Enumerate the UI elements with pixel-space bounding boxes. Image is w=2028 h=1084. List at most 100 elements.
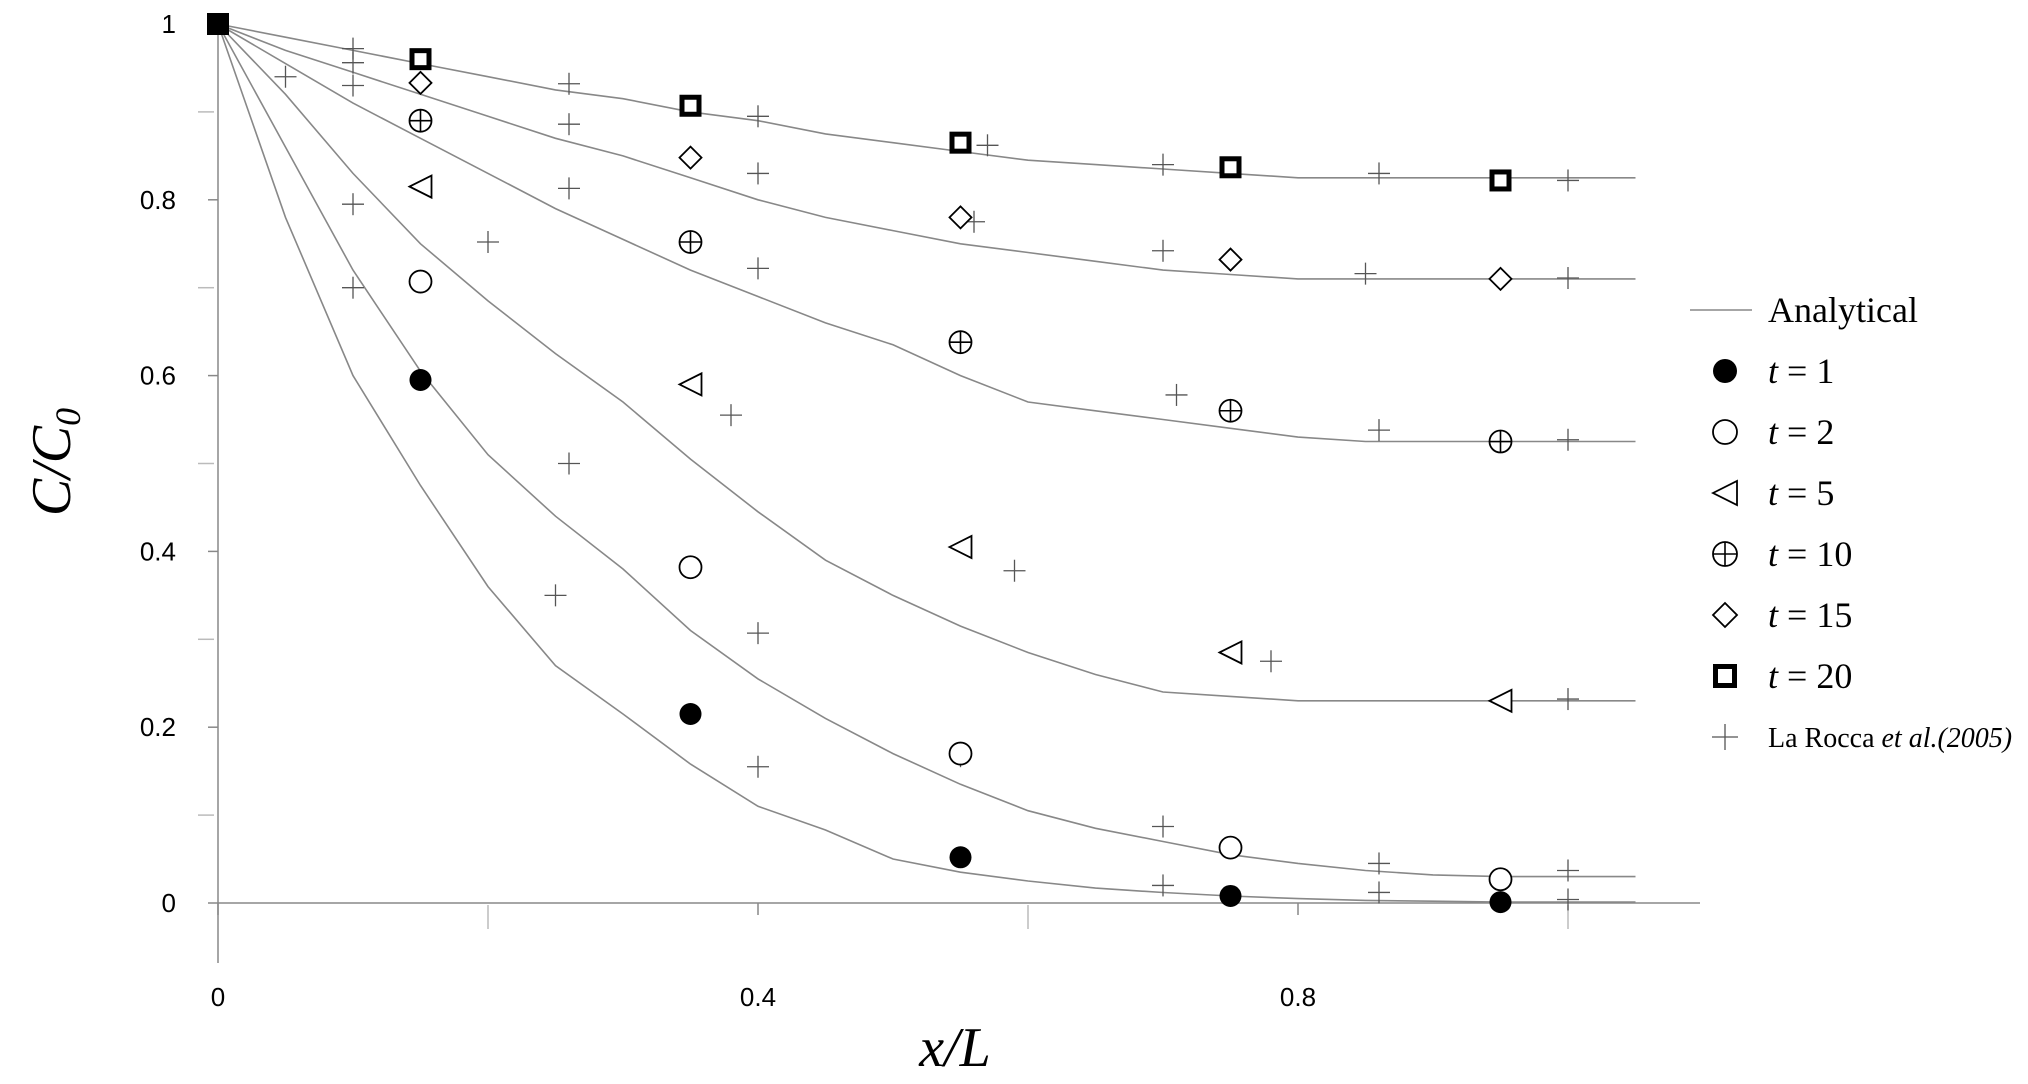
legend-label-open-circle: t = 2 xyxy=(1768,412,1834,452)
marker-open-circle xyxy=(678,555,703,580)
marker-plus xyxy=(558,113,580,136)
y-axis-title: C/C0 xyxy=(21,408,88,516)
legend-label-analytical: Analytical xyxy=(1768,290,1918,330)
y-tick-label: 0.2 xyxy=(140,712,176,742)
legend: Analytical t = 1 t = 2 t = 5 t = 10 t = 15 t =… xyxy=(1690,290,2012,754)
marker-plus xyxy=(342,74,364,97)
marker-plus xyxy=(720,404,742,427)
marker-bold-square xyxy=(1219,156,1242,179)
marker-plus xyxy=(1152,239,1174,262)
x-tick-label: 0 xyxy=(211,982,225,1012)
x-tick-label: 0.4 xyxy=(740,982,776,1012)
marker-plus xyxy=(1557,888,1579,911)
marker-filled-circle xyxy=(679,703,702,726)
marker-plus xyxy=(747,622,769,645)
marker-plus xyxy=(1557,267,1579,290)
marker-plus xyxy=(1152,874,1174,897)
marker-plus xyxy=(477,230,499,253)
marker-open-circle xyxy=(408,269,433,294)
marker-plus xyxy=(1368,419,1390,442)
marker-plus xyxy=(274,65,297,88)
reference-markers xyxy=(274,37,1579,911)
marker-plus xyxy=(747,257,769,280)
marker-diamond xyxy=(678,145,703,170)
marker-plus xyxy=(342,37,364,60)
marker-circle-plus xyxy=(408,108,433,133)
marker-plus xyxy=(976,134,999,157)
marker-plus xyxy=(1368,162,1390,185)
legend-label-reference: La Rocca et al.(2005) xyxy=(1768,723,2012,754)
marker-plus xyxy=(1712,724,1738,750)
marker-plus xyxy=(1557,688,1579,711)
analytical-line xyxy=(217,23,1636,702)
marker-origin xyxy=(207,13,229,35)
marker-filled-circle xyxy=(409,368,432,391)
y-tick-label: 1 xyxy=(162,9,176,39)
analytical-curves xyxy=(217,23,1636,903)
marker-triangle-left xyxy=(947,534,973,560)
x-tick-label: 0.8 xyxy=(1280,982,1316,1012)
y-tick-label: 0 xyxy=(162,888,176,918)
axes: 0 0.2 0.4 0.6 0.8 1 0 0.4 0.8 xyxy=(140,9,1700,1012)
marker-triangle-left xyxy=(407,174,433,200)
marker-plus xyxy=(747,162,769,185)
marker-plus xyxy=(1354,262,1377,285)
marker-filled-circle xyxy=(1489,891,1512,914)
marker-bold-square xyxy=(679,94,702,117)
marker-plus xyxy=(1557,169,1579,192)
marker-open-circle xyxy=(948,741,973,766)
marker-triangle-left xyxy=(1217,640,1243,665)
marker-plus xyxy=(342,193,364,216)
marker-plus xyxy=(558,72,580,95)
marker-filled-circle xyxy=(1713,359,1737,383)
marker-diamond xyxy=(1218,247,1243,272)
marker-plus xyxy=(1152,815,1174,838)
marker-plus xyxy=(1368,852,1390,875)
marker-diamond xyxy=(408,70,433,96)
marker-bold-square xyxy=(409,48,432,71)
marker-plus xyxy=(558,452,580,475)
y-tick-label: 0.6 xyxy=(140,361,176,391)
marker-plus xyxy=(1557,428,1579,451)
marker-open-circle xyxy=(1712,419,1738,445)
data-markers xyxy=(207,13,1513,914)
marker-plus xyxy=(1152,153,1174,176)
marker-triangle-left xyxy=(677,371,703,397)
marker-circle-plus xyxy=(678,230,703,254)
marker-triangle-left xyxy=(1710,479,1738,507)
analytical-line xyxy=(217,23,1636,179)
analytical-line xyxy=(217,23,1636,878)
legend-label-circle-plus: t = 10 xyxy=(1768,534,1852,574)
marker-bold-square xyxy=(949,131,972,154)
marker-open-circle xyxy=(1488,867,1513,892)
analytical-line xyxy=(217,23,1636,903)
marker-filled-circle xyxy=(1219,884,1242,907)
marker-filled-circle xyxy=(949,846,972,869)
marker-bold-square xyxy=(1713,664,1737,688)
x-axis-title: x/L xyxy=(918,1017,991,1079)
marker-open-circle xyxy=(1218,835,1243,860)
marker-plus xyxy=(342,276,364,299)
marker-circle-plus xyxy=(948,330,973,355)
marker-diamond xyxy=(948,205,973,230)
y-tick-label: 0.4 xyxy=(140,536,176,566)
legend-label-diamond: t = 15 xyxy=(1768,595,1852,635)
marker-plus xyxy=(1260,650,1282,673)
marker-bold-square xyxy=(1489,169,1512,192)
marker-diamond xyxy=(1488,266,1513,292)
marker-triangle-left xyxy=(1487,688,1513,714)
legend-label-filled-circle: t = 1 xyxy=(1768,351,1834,391)
marker-plus xyxy=(1165,383,1188,406)
marker-plus xyxy=(1557,859,1579,882)
marker-diamond xyxy=(1711,601,1739,629)
y-tick-label: 0.8 xyxy=(140,185,176,215)
legend-label-triangle-left: t = 5 xyxy=(1768,473,1834,513)
marker-circle-plus xyxy=(1488,429,1513,454)
marker-plus xyxy=(558,177,580,200)
marker-circle-plus xyxy=(1712,541,1738,567)
marker-plus xyxy=(1368,881,1390,904)
marker-plus xyxy=(747,755,769,778)
marker-circle-plus xyxy=(1218,398,1243,423)
analytical-line xyxy=(217,23,1636,280)
